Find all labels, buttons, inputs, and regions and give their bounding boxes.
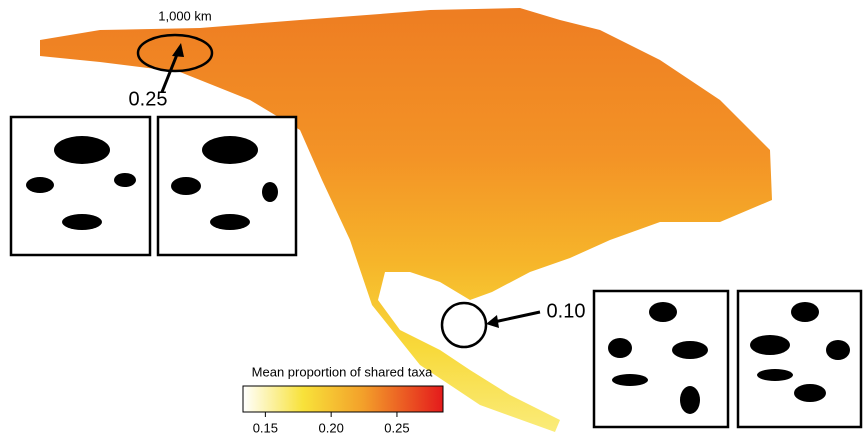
region-circle: [442, 303, 486, 347]
colorbar-tick-label: 0.20: [319, 420, 344, 435]
scale-label: 1,000 km: [158, 8, 211, 23]
map-figure: 1,000 km 0.25 0.10 Mean proportion of sh…: [0, 0, 863, 437]
callout: 0.10: [547, 300, 586, 322]
colorbar-title: Mean proportion of shared taxa: [252, 364, 433, 379]
arrowhead: [486, 315, 499, 328]
colorbar-tick-label: 0.25: [384, 420, 409, 435]
colorbar-tick-label: 0.15: [253, 420, 278, 435]
arrow: [494, 312, 540, 322]
callout: 0.25: [129, 88, 168, 110]
colorbar: [243, 386, 443, 412]
